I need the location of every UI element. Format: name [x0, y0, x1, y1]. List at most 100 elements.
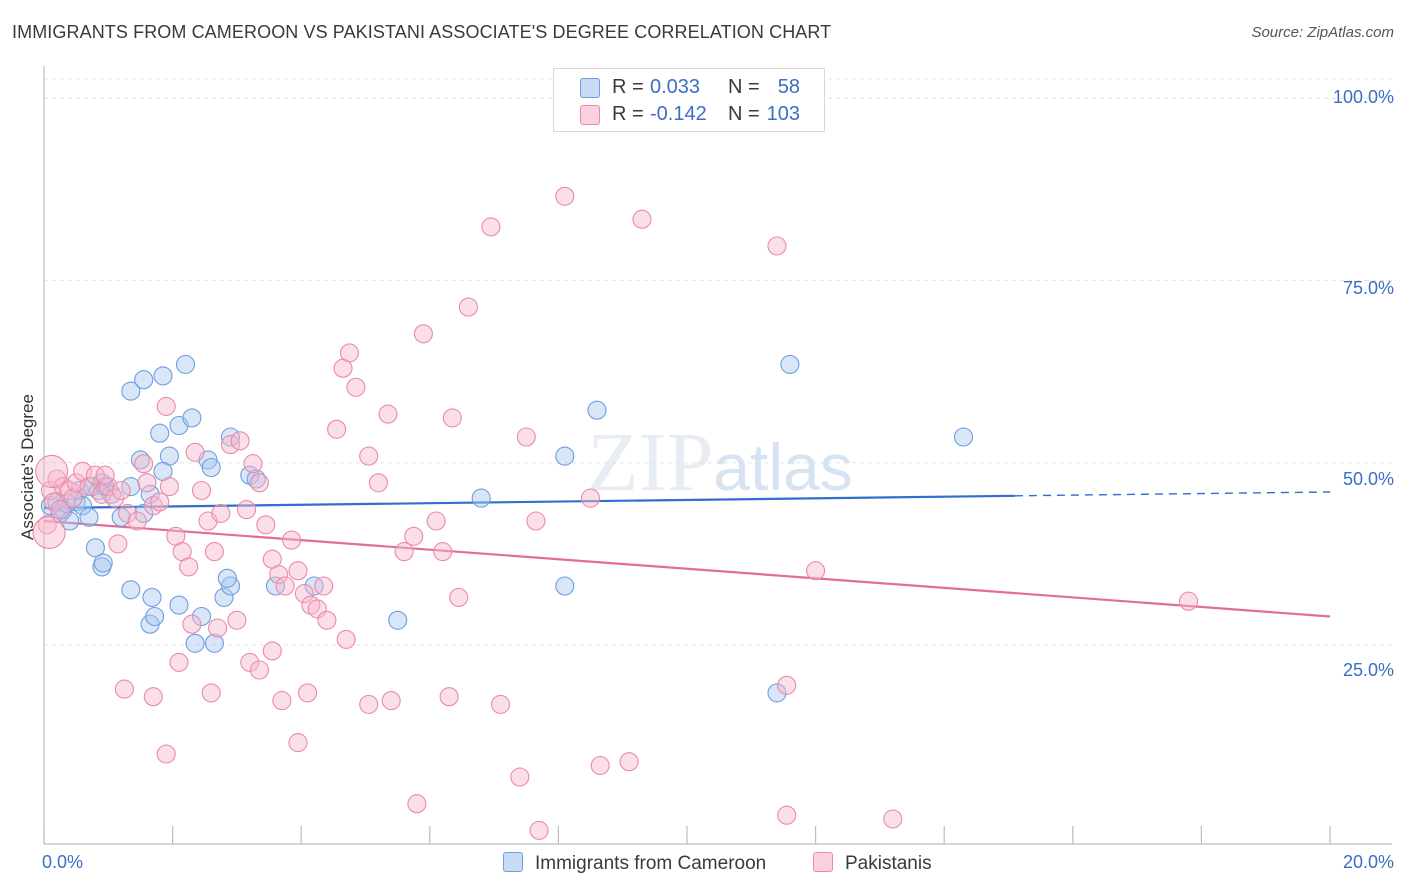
pakistani-point-6	[60, 480, 80, 501]
pakistani-point-41	[269, 564, 289, 585]
data-points	[32, 186, 1199, 840]
pakistani-point-97	[777, 675, 797, 695]
pakistani-point-7	[63, 488, 83, 508]
pakistani-point-18	[118, 503, 138, 523]
pakistani-point-89	[407, 794, 427, 814]
pakistani-point-83	[288, 733, 308, 753]
y-tick-label-100: 100.0%	[1332, 87, 1394, 107]
trend-lines	[43, 491, 1331, 618]
cameroon-point-7	[69, 480, 89, 501]
pakistani-trend-line	[43, 519, 1331, 618]
cameroon-point-34	[121, 477, 141, 497]
pakistani-point-79	[240, 652, 260, 672]
pakistani-point-12	[92, 484, 112, 504]
cameroon-point-36	[246, 469, 266, 489]
pakistani-point-87	[359, 694, 379, 714]
cameroon-point-53	[555, 576, 575, 596]
pakistani-point-39	[256, 515, 276, 535]
legend-n-value: 103	[766, 103, 800, 125]
pakistani-point-53	[359, 446, 379, 466]
cameroon-point-28	[201, 457, 221, 478]
pakistani-point-11	[85, 465, 105, 485]
pakistani-point-45	[294, 584, 314, 604]
pakistani-point-64	[516, 427, 536, 447]
pakistani-point-77	[208, 618, 228, 638]
cameroon-point-55	[780, 354, 800, 374]
pakistani-point-95	[590, 755, 610, 776]
pakistani-point-44	[288, 561, 308, 581]
pakistani-point-54	[368, 473, 388, 493]
pakistani-point-72	[143, 687, 163, 707]
pakistani-point-60	[433, 542, 453, 562]
pakistani-point-75	[182, 614, 202, 634]
cameroon-point-30	[130, 450, 150, 470]
cameroon-point-48	[185, 633, 205, 653]
pakistani-point-93	[510, 767, 530, 787]
cameroon-point-44	[220, 576, 241, 596]
pakistani-point-4	[50, 500, 70, 520]
pakistani-point-23	[150, 492, 170, 512]
cameroon-point-20	[153, 366, 173, 386]
legend-swatch-pakistanis	[580, 105, 600, 125]
cameroon-point-18	[121, 381, 141, 401]
cameroon-point-8	[73, 496, 93, 516]
cameroon-trend-extension	[1014, 491, 1331, 497]
pakistani-point-13	[98, 477, 118, 497]
pakistani-point-25	[159, 477, 179, 497]
cameroon-point-24	[150, 423, 170, 443]
pakistani-point-63	[481, 217, 501, 237]
cameroon-point-56	[953, 427, 974, 447]
pakistani-point-101	[32, 515, 66, 550]
pakistani-point-35	[230, 431, 250, 451]
pakistani-point-28	[179, 557, 199, 577]
cameroon-point-16	[85, 538, 105, 558]
pakistani-point-43	[282, 530, 302, 550]
cameroon-point-31	[140, 484, 160, 504]
cameroon-trend-line	[43, 494, 1015, 510]
pakistani-point-81	[262, 641, 282, 661]
pakistani-point-78	[227, 610, 247, 630]
pakistani-point-57	[404, 526, 424, 546]
pakistani-point-102	[35, 454, 69, 488]
pakistani-point-38	[249, 473, 269, 493]
y-tick-label-25: 25.0%	[1342, 660, 1394, 680]
cameroon-point-9	[79, 507, 99, 527]
pakistani-point-37	[243, 454, 263, 474]
series-label-cameroon: Immigrants from Cameroon	[535, 853, 767, 874]
stats-legend: R = 0.033 N = 58 R = -0.142 N = 103	[553, 68, 825, 132]
cameroon-point-46	[265, 576, 286, 596]
chart-title: IMMIGRANTS FROM CAMEROON VS PAKISTANI AS…	[12, 22, 832, 42]
pakistani-point-15	[111, 480, 131, 501]
pakistani-point-24	[156, 396, 176, 416]
pakistani-point-58	[413, 324, 433, 344]
legend-n-label: N =	[728, 76, 760, 98]
pakistani-point-100	[1178, 591, 1199, 611]
cameroon-point-49	[204, 633, 224, 653]
pakistani-point-85	[317, 610, 337, 630]
cameroon-point-37	[169, 595, 189, 615]
pakistani-point-56	[394, 542, 414, 562]
pakistani-point-17	[108, 534, 128, 554]
legend-row-cameroon: R = 0.033 N = 58	[554, 75, 824, 101]
pakistani-point-32	[204, 542, 224, 562]
pakistani-point-91	[449, 587, 469, 607]
pakistani-point-20	[134, 454, 154, 474]
pakistani-point-29	[185, 442, 205, 462]
legend-r-label: R =	[612, 76, 644, 98]
pakistani-point-42	[275, 576, 295, 596]
x-tick-label-min: 0.0%	[42, 852, 84, 872]
pakistani-point-19	[127, 511, 147, 531]
pakistani-point-71	[114, 679, 134, 699]
cameroon-point-39	[142, 587, 162, 607]
cameroon-point-14	[101, 484, 122, 504]
pakistani-point-70	[806, 561, 826, 581]
source-label: Source: ZipAtlas.com	[1251, 24, 1394, 41]
pakistani-point-99	[883, 809, 903, 829]
pakistani-point-80	[249, 660, 269, 680]
pakistani-point-14	[105, 488, 125, 508]
legend-r-label: R =	[612, 103, 644, 125]
series-swatch-cameroon	[503, 852, 523, 872]
pakistani-point-36	[236, 500, 257, 520]
pakistani-point-84	[298, 683, 318, 703]
